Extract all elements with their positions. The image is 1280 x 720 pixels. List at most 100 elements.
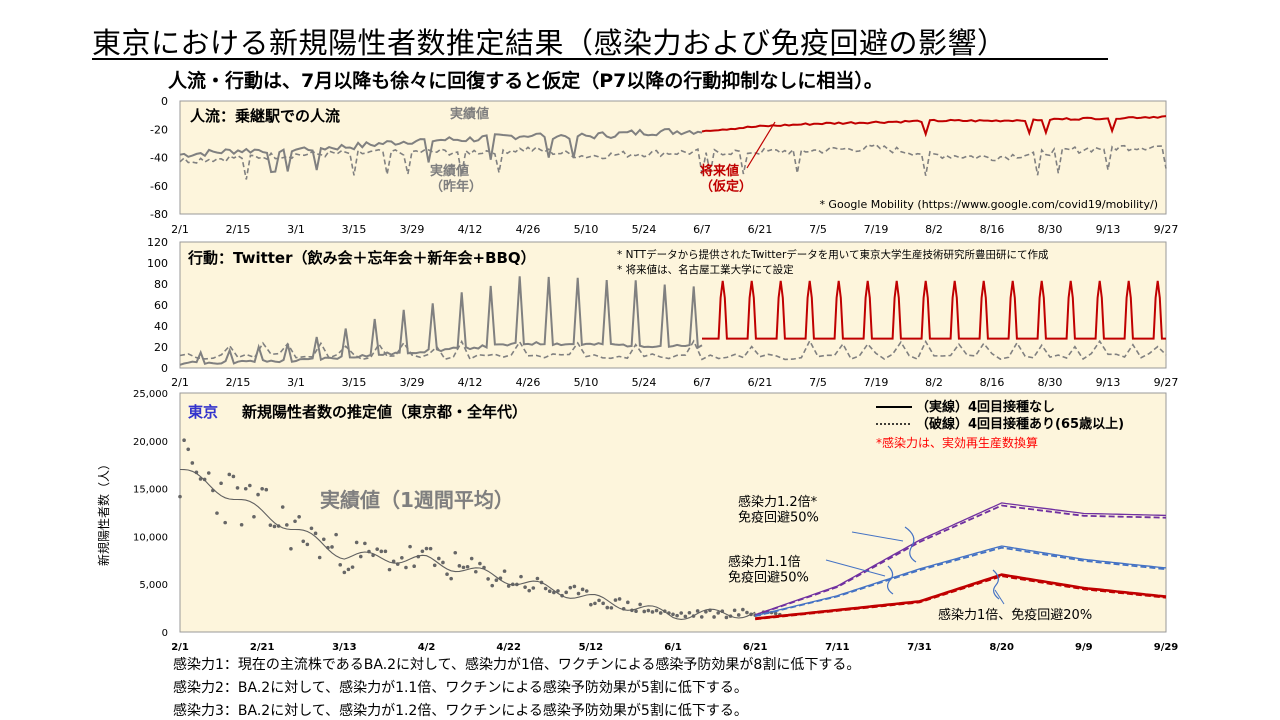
cases-actual-point	[556, 589, 560, 593]
cases-actual-point	[712, 615, 716, 619]
cases-actual-point	[679, 611, 684, 615]
cases-actual-point	[724, 615, 729, 620]
cases-actual-point	[568, 585, 573, 590]
cases-actual-point	[695, 609, 700, 613]
mobility-source-note: * Google Mobility (https://www.google.co…	[819, 198, 1158, 211]
mobility-y-tick: -40	[150, 152, 168, 165]
twitter-x-tick: 6/7	[693, 376, 711, 389]
cases-x-tick: 8/20	[989, 642, 1014, 653]
cases-actual-point	[605, 605, 610, 610]
twitter-x-tick: 2/1	[171, 376, 189, 389]
twitter-x-tick: 7/19	[864, 376, 889, 389]
cases-actual-point	[543, 586, 548, 591]
cases-actual-point	[178, 494, 182, 499]
twitter-x-tick: 5/10	[574, 376, 599, 389]
cases-actual-point	[490, 583, 495, 588]
twitter-y-tick: 20	[154, 341, 168, 354]
cases-actual-point	[309, 526, 314, 531]
twitter-x-tick: 7/5	[809, 376, 827, 389]
cases-actual-point	[375, 547, 380, 551]
twitter-x-tick: 8/30	[1038, 376, 1063, 389]
cases-actual-point	[182, 438, 186, 443]
cases-actual-point	[437, 556, 441, 561]
cases-actual-point	[597, 598, 601, 603]
cases-actual-point	[613, 598, 618, 602]
cases-actual-point	[202, 477, 207, 482]
cases-actual-point	[420, 549, 425, 554]
cases-actual-point	[206, 471, 211, 475]
cases-actual-point	[687, 610, 692, 615]
cases-actual-point	[383, 549, 388, 554]
cases-actual-point	[593, 601, 597, 606]
cases-actual-point	[190, 461, 195, 465]
cases-actual-point	[432, 563, 437, 568]
footnote-3: 感染力3：BA.2に対して、感染力が1.2倍、ワクチンによる感染予防効果が5割に…	[173, 703, 748, 719]
cases-actual-point	[408, 544, 412, 549]
twitter-series-future	[702, 280, 1166, 340]
cases-pointer-ba11	[825, 559, 886, 577]
cases-actual-point	[617, 597, 622, 601]
mobility-future-pointer	[746, 121, 776, 169]
cases-actual-point	[626, 600, 630, 605]
cases-annot-ba12: 感染力1.2倍*免疫回避50%	[738, 494, 819, 526]
mobility-x-tick: 8/30	[1038, 223, 1063, 236]
twitter-x-tick: 2/15	[226, 376, 251, 389]
cases-actual-point	[285, 523, 289, 527]
mobility-label-lastyear: 実績値（昨年）	[430, 163, 482, 195]
twitter-x-tick: 5/24	[632, 376, 657, 389]
cases-actual-point	[235, 486, 240, 490]
page-title: 東京における新規陽性者数推定結果（感染力および免疫回避の影響）	[92, 26, 1007, 60]
cases-legend-solid-label: （実線）4回目接種なし	[916, 399, 1055, 415]
cases-actual-point	[268, 523, 273, 527]
cases-actual-point	[547, 589, 552, 593]
cases-actual-point	[289, 546, 293, 551]
mobility-y-tick: 0	[161, 95, 168, 108]
cases-x-tick: 2/1	[171, 642, 189, 653]
cases-actual-point	[580, 587, 585, 592]
twitter-y-tick: 100	[147, 257, 168, 270]
mobility-x-tick: 5/24	[632, 223, 657, 236]
cases-x-tick: 2/21	[250, 642, 275, 653]
cases-actual-label: 実績値（1週間平均）	[320, 488, 514, 512]
cases-actual-point	[313, 531, 318, 536]
cases-actual-point	[400, 555, 404, 560]
cases-actual-point	[564, 590, 568, 595]
cases-actual-point	[716, 611, 720, 615]
cases-actual-point	[572, 584, 577, 589]
mobility-x-tick: 4/26	[516, 223, 541, 236]
mobility-x-tick: 6/21	[748, 223, 773, 236]
cases-actual-point	[494, 578, 499, 582]
cases-pointer-ba12	[851, 531, 904, 542]
cases-actual-point	[642, 609, 647, 614]
cases-actual-point	[457, 564, 462, 568]
cases-y-tick: 5,000	[139, 580, 168, 591]
mobility-series-0	[179, 127, 703, 174]
cases-annot-ba11: 感染力1.1倍免疫回避50%	[728, 554, 809, 586]
footnote-1: 感染力1：現在の主流株であるBA.2に対して、感染力が1倍、ワクチンによる感染予…	[173, 657, 861, 673]
cases-panel-title-prefix: 東京	[188, 403, 218, 421]
cases-actual-point	[474, 569, 478, 574]
cases-y-tick: 20,000	[133, 437, 168, 448]
twitter-y-tick: 40	[154, 320, 168, 333]
cases-actual-point	[412, 564, 416, 568]
cases-actual-point	[773, 611, 778, 616]
cases-actual-point	[654, 608, 659, 613]
cases-x-tick: 7/31	[907, 642, 932, 653]
cases-pointer-ba10	[994, 589, 1005, 605]
cases-actual-point	[523, 585, 527, 589]
cases-actual-point	[334, 532, 338, 537]
cases-actual-point	[638, 602, 642, 607]
cases-plot-area	[179, 392, 1167, 633]
mobility-label-future: 将来値（仮定）	[700, 163, 752, 195]
twitter-y-tick: 60	[154, 299, 168, 312]
twitter-y-tick: 120	[147, 236, 168, 249]
cases-actual-point	[387, 567, 392, 572]
mobility-series-1	[179, 143, 1167, 180]
cases-y-tick: 0	[162, 628, 168, 639]
cases-x-tick: 3/13	[332, 642, 357, 653]
cases-x-tick: 5/12	[579, 642, 604, 653]
cases-actual-point	[231, 474, 236, 479]
mobility-x-tick: 8/16	[980, 223, 1005, 236]
cases-actual-point	[223, 520, 227, 525]
cases-projection-dashed-1	[754, 546, 1167, 617]
